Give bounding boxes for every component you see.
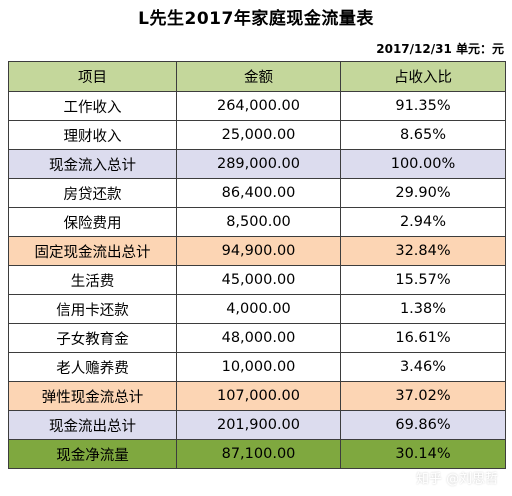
row-item: 现金净流量 [8,439,177,469]
table-row: 工作收入 264,000.00 91.35% [8,91,506,121]
row-amount: 289,000.00 [176,149,341,179]
row-item: 工作收入 [8,91,177,121]
row-ratio: 30.14% [340,439,506,469]
table-row-net-cash-flow: 现金净流量 87,100.00 30.14% [8,439,506,469]
table-row-inflow-total: 现金流入总计 289,000.00 100.00% [8,149,506,179]
row-ratio: 37.02% [340,381,506,411]
row-amount: 264,000.00 [176,91,341,121]
row-amount: 94,900.00 [176,236,341,266]
row-amount: 8,500.00 [176,207,341,237]
row-ratio: 91.35% [340,91,506,121]
row-ratio: 100.00% [340,149,506,179]
row-item: 生活费 [8,265,177,295]
row-item: 现金流出总计 [8,410,177,440]
row-ratio: 15.57% [340,265,506,295]
row-item: 子女教育金 [8,323,177,353]
row-amount: 4,000.00 [176,294,341,324]
table-row: 理财收入 25,000.00 8.65% [8,120,506,150]
row-amount: 107,000.00 [176,381,341,411]
row-ratio: 16.61% [340,323,506,353]
table-row-outflow-total: 现金流出总计 201,900.00 69.86% [8,410,506,440]
row-ratio: 29.90% [340,178,506,208]
cash-flow-table: 项目 金额 占收入比 工作收入 264,000.00 91.35% 理财收入 2… [8,61,506,469]
row-ratio: 32.84% [340,236,506,266]
row-amount: 10,000.00 [176,352,341,382]
table-title: L先生2017年家庭现金流量表 [138,9,374,29]
table-row: 房贷还款 86,400.00 29.90% [8,178,506,208]
table-header-row: 项目 金额 占收入比 [8,61,506,92]
row-item: 老人赡养费 [8,352,177,382]
row-amount: 87,100.00 [176,439,341,469]
column-header-ratio: 占收入比 [340,61,506,92]
row-item: 固定现金流出总计 [8,236,177,266]
row-item: 信用卡还款 [8,294,177,324]
row-amount: 48,000.00 [176,323,341,353]
row-ratio: 1.38% [340,294,506,324]
column-header-item: 项目 [8,61,177,92]
table-row-fixed-outflow-total: 固定现金流出总计 94,900.00 32.84% [8,236,506,266]
table-row: 子女教育金 48,000.00 16.61% [8,323,506,353]
table-row: 信用卡还款 4,000.00 1.38% [8,294,506,324]
table-row: 生活费 45,000.00 15.57% [8,265,506,295]
table-row-flexible-outflow-total: 弹性现金流总计 107,000.00 37.02% [8,381,506,411]
row-ratio: 3.46% [340,352,506,382]
row-item: 弹性现金流总计 [8,381,177,411]
row-ratio: 8.65% [340,120,506,150]
row-amount: 86,400.00 [176,178,341,208]
zhihu-watermark: 知乎 @刘思哲 [416,472,499,487]
row-amount: 201,900.00 [176,410,341,440]
table-row: 保险费用 8,500.00 2.94% [8,207,506,237]
row-item: 现金流入总计 [8,149,177,179]
row-ratio: 2.94% [340,207,506,237]
column-header-amount: 金额 [176,61,341,92]
row-item: 房贷还款 [8,178,177,208]
table-row: 老人赡养费 10,000.00 3.46% [8,352,506,382]
row-item: 理财收入 [8,120,177,150]
row-amount: 25,000.00 [176,120,341,150]
date-unit-note: 2017/12/31 单元：元 [376,42,504,56]
row-amount: 45,000.00 [176,265,341,295]
row-item: 保险费用 [8,207,177,237]
row-ratio: 69.86% [340,410,506,440]
